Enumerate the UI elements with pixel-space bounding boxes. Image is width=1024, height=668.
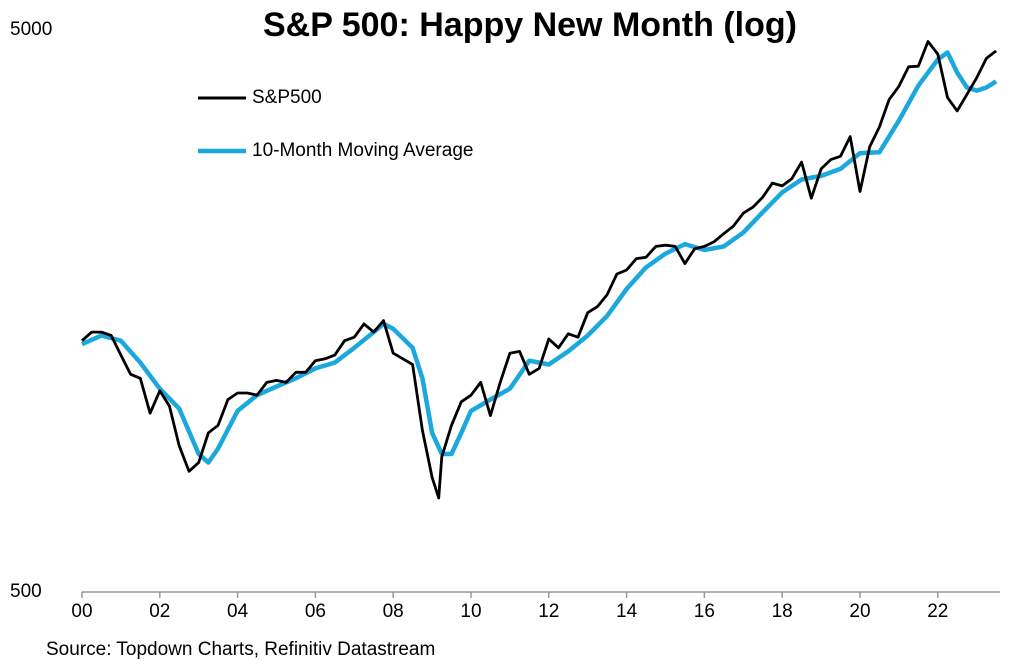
y-tick-label: 5000 bbox=[10, 19, 52, 40]
x-tick-label: 00 bbox=[71, 601, 92, 622]
chart-title: S&P 500: Happy New Month (log) bbox=[263, 6, 797, 44]
x-tick-label: 22 bbox=[927, 601, 948, 622]
x-tick-label: 02 bbox=[149, 601, 170, 622]
series-line bbox=[81, 40, 997, 500]
source-note: Source: Topdown Charts, Refinitiv Datast… bbox=[46, 639, 435, 660]
legend-label: 10-Month Moving Average bbox=[252, 140, 473, 161]
x-tick-label: 08 bbox=[383, 601, 404, 622]
x-tick-label: 18 bbox=[772, 601, 793, 622]
series-line bbox=[81, 50, 998, 465]
x-tick-label: 14 bbox=[616, 601, 638, 622]
x-tick-label: 10 bbox=[460, 601, 481, 622]
x-tick-label: 20 bbox=[849, 601, 870, 622]
x-tick-label: 12 bbox=[538, 601, 559, 622]
legend-label: S&P500 bbox=[252, 87, 322, 108]
x-tick-label: 16 bbox=[694, 601, 715, 622]
x-tick-label: 04 bbox=[227, 601, 249, 622]
y-tick-label: 500 bbox=[10, 581, 42, 602]
x-tick-label: 06 bbox=[305, 601, 326, 622]
